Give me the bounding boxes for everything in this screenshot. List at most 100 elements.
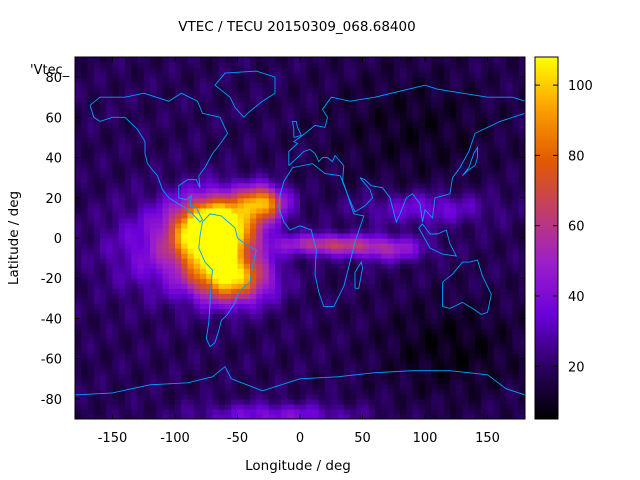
vtec-cell	[112, 358, 120, 365]
vtec-cell	[137, 202, 145, 209]
vtec-cell	[162, 182, 170, 189]
vtec-cell	[318, 338, 326, 345]
vtec-cell	[162, 67, 170, 73]
vtec-cell	[306, 132, 314, 139]
vtec-cell	[262, 303, 270, 309]
vtec-cell	[150, 273, 157, 279]
vtec-cell	[106, 107, 114, 113]
vtec-cell	[381, 363, 389, 370]
vtec-cell	[318, 212, 326, 219]
vtec-cell	[150, 137, 157, 144]
vtec-cell	[112, 238, 120, 244]
vtec-cell	[231, 323, 239, 330]
vtec-cell	[356, 147, 364, 154]
vtec-cell	[81, 288, 89, 294]
vtec-cell	[412, 343, 420, 350]
vtec-cell	[175, 127, 182, 134]
vtec-cell	[306, 87, 314, 93]
vtec-cell	[125, 167, 132, 174]
vtec-cell	[425, 82, 432, 88]
vtec-cell	[256, 177, 264, 184]
vtec-cell	[262, 152, 270, 159]
vtec-cell	[443, 313, 451, 320]
vtec-cell	[275, 243, 282, 249]
vtec-cell	[193, 353, 201, 360]
vtec-cell	[331, 293, 339, 299]
vtec-cell	[268, 388, 276, 395]
vtec-cell	[187, 288, 195, 294]
vtec-cell	[118, 162, 126, 169]
vtec-cell	[393, 232, 401, 239]
vtec-cell	[475, 258, 482, 264]
vtec-cell	[212, 182, 220, 189]
vtec-cell	[437, 323, 445, 330]
vtec-cell	[393, 127, 401, 134]
vtec-cell	[250, 278, 257, 284]
vtec-cell	[218, 97, 226, 103]
vtec-cell	[312, 127, 320, 134]
vtec-cell	[206, 243, 214, 249]
vtec-cell	[381, 328, 389, 335]
vtec-cell	[418, 273, 426, 279]
vtec-cell	[468, 258, 476, 264]
vtec-cell	[106, 87, 114, 93]
vtec-cell	[150, 293, 157, 299]
vtec-cell	[100, 383, 107, 390]
vtec-cell	[387, 132, 395, 139]
vtec-cell	[475, 368, 482, 375]
vtec-cell	[193, 182, 201, 189]
vtec-cell	[506, 378, 514, 385]
vtec-cell	[356, 308, 364, 315]
vtec-cell	[306, 408, 314, 415]
vtec-cell	[356, 243, 364, 249]
vtec-cell	[106, 288, 114, 294]
vtec-cell	[481, 323, 489, 330]
vtec-cell	[387, 147, 395, 154]
vtec-cell	[412, 238, 420, 244]
vtec-cell	[287, 122, 295, 128]
vtec-cell	[481, 263, 489, 269]
vtec-cell	[193, 368, 201, 375]
vtec-cell	[337, 107, 345, 113]
vtec-cell	[450, 298, 457, 304]
vtec-cell	[387, 238, 395, 244]
vtec-cell	[400, 187, 407, 194]
vtec-cell	[218, 288, 226, 294]
vtec-cell	[362, 248, 370, 254]
vtec-cell	[450, 87, 457, 93]
vtec-cell	[456, 258, 464, 264]
vtec-cell	[187, 177, 195, 184]
vtec-cell	[168, 343, 176, 350]
vtec-cell	[75, 227, 82, 234]
vtec-cell	[418, 232, 426, 239]
vtec-cell	[262, 248, 270, 254]
vtec-cell	[468, 172, 476, 179]
vtec-cell	[475, 147, 482, 154]
vtec-cell	[381, 343, 389, 350]
vtec-cell	[462, 273, 470, 279]
vtec-cell	[206, 142, 214, 149]
vtec-cell	[400, 207, 407, 214]
vtec-cell	[293, 62, 301, 68]
vtec-cell	[412, 288, 420, 294]
vtec-cell	[218, 87, 226, 93]
vtec-cell	[275, 273, 282, 279]
vtec-cell	[300, 177, 307, 184]
vtec-cell	[462, 278, 470, 284]
vtec-cell	[175, 122, 182, 128]
vtec-cell	[406, 142, 414, 149]
vtec-cell	[425, 293, 432, 299]
vtec-cell	[356, 177, 364, 184]
vtec-cell	[206, 222, 214, 229]
vtec-cell	[337, 72, 345, 78]
vtec-cell	[375, 82, 382, 88]
vtec-cell	[343, 368, 351, 375]
vtec-cell	[450, 293, 457, 299]
vtec-cell	[356, 358, 364, 365]
vtec-cell	[400, 117, 407, 123]
vtec-cell	[187, 227, 195, 234]
vtec-cell	[75, 328, 82, 335]
vtec-cell	[243, 152, 251, 159]
vtec-cell	[143, 288, 151, 294]
vtec-cell	[425, 363, 432, 370]
